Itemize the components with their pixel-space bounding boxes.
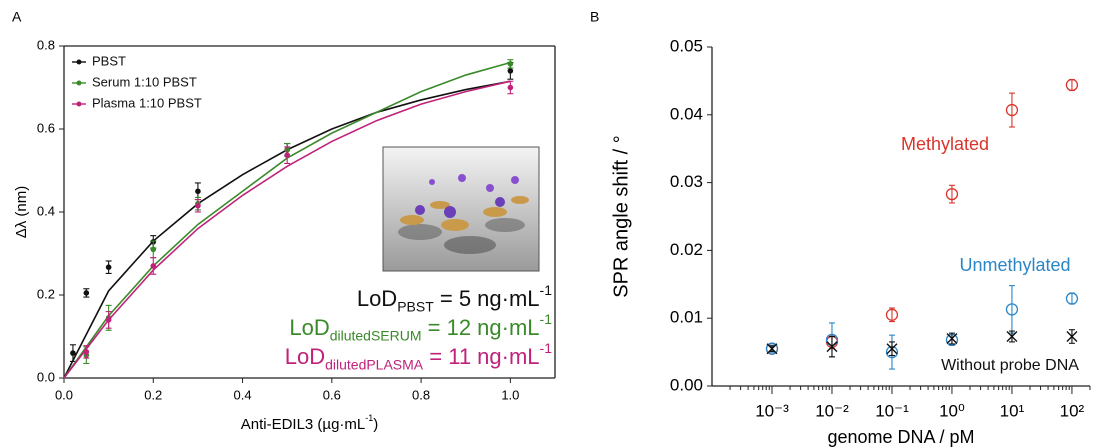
annotation: LoDdilutedPLASMA = 11 ng·mL-1 [285,340,552,373]
legend-label: Plasma 1:10 PBST [92,95,202,110]
text-part: = 5 ng·mL [434,286,540,311]
x-tick-label: 0.2 [144,387,162,402]
panel-label: A [12,9,22,25]
y-tick-label: 0.01 [670,308,703,327]
point [195,188,201,195]
panel-label: B [590,9,599,25]
y-tick-label: 0.4 [37,203,55,218]
text-part: ) [373,416,378,433]
text-part: -1 [540,311,553,327]
y-axis-label: SPR angle shift / ° [610,135,632,298]
y-tick-label: 0.03 [670,172,703,191]
x-axis-label: genome DNA / pM [827,427,974,447]
text-part: -1 [365,413,373,423]
y-axis-label: Δλ (nm) [13,186,30,239]
point [1065,78,1079,92]
x-tick-label: 0.6 [323,387,341,402]
series-label: Methylated [901,134,989,154]
point [1066,331,1078,343]
error-bar [888,307,895,323]
annotation: LoDdilutedSERUM = 12 ng·mL-1 [289,311,552,344]
error-bar [1008,285,1015,334]
point [507,68,514,74]
x-tick-label: 0.0 [55,387,73,402]
error-bar [1008,92,1015,128]
point [1006,331,1018,343]
text-part: dilutedPLASMA [325,356,424,372]
legend-marker [76,101,82,107]
x-tick-label: 10² [1060,401,1085,420]
inset-image [382,146,540,272]
point [83,349,90,355]
text-part: -1 [540,340,553,356]
point [507,61,514,67]
error-bar [1068,292,1075,305]
legend-label: Serum 1:10 PBST [92,74,197,89]
point [507,84,514,91]
y-tick-label: 0.04 [670,104,703,123]
text-part: -1 [540,282,553,298]
y-tick-label: 0.05 [670,36,703,55]
x-tick-label: 10¹ [1000,401,1025,420]
point [105,317,112,323]
x-tick-label: 10⁻¹ [875,401,909,420]
text-part: LoD [285,344,325,369]
fit-line [63,80,511,379]
x-tick-label: 0.4 [234,387,252,402]
y-tick-label: 0.6 [37,120,55,135]
point [150,263,157,269]
point [765,342,779,355]
point [1005,103,1019,117]
x-tick-label: 0.8 [412,387,430,402]
point [195,202,201,209]
x-tick-label: 1.0 [501,387,519,402]
text-part: PBST [397,298,434,314]
point [826,341,838,353]
point [70,350,76,356]
text-part: LoD [357,286,397,311]
point [885,308,899,321]
point [284,152,290,158]
text-part: LoD [289,315,329,340]
y-tick-label: 0.8 [37,37,55,52]
y-tick-label: 0.2 [37,286,55,301]
y-tick-label: 0.02 [670,240,703,259]
legend-label: PBST [92,53,126,68]
point [150,246,157,253]
text-part: genome DNA / pM [827,427,974,447]
series-label: Without probe DNA [941,357,1079,374]
x-tick-label: 10⁻³ [755,401,789,420]
text-part: = 12 ng·mL [422,315,540,340]
error-bar [1068,78,1075,91]
text-part: dilutedSERUM [330,327,422,343]
text-part: = 11 ng·mL [423,344,539,369]
point [1065,292,1079,305]
y-tick-label: 0.00 [670,375,703,394]
point [945,187,959,201]
point [766,343,778,355]
error-bar [948,184,955,204]
point [83,290,90,296]
annotation: LoDPBST = 5 ng·mL-1 [357,282,552,315]
y-tick-label: 0.0 [37,369,55,384]
legend-marker [76,80,82,86]
x-tick-label: 10⁰ [939,401,965,420]
x-axis-label: Anti-EDIL3 (µg·mL-1) [241,413,379,433]
text-part: Anti-EDIL3 (µg·mL [241,416,366,433]
legend-marker [76,59,82,65]
point [105,264,112,270]
x-tick-label: 10⁻² [815,401,849,420]
point [886,343,898,355]
point [1005,303,1019,316]
point [946,333,958,345]
series-label: Unmethylated [959,255,1070,275]
